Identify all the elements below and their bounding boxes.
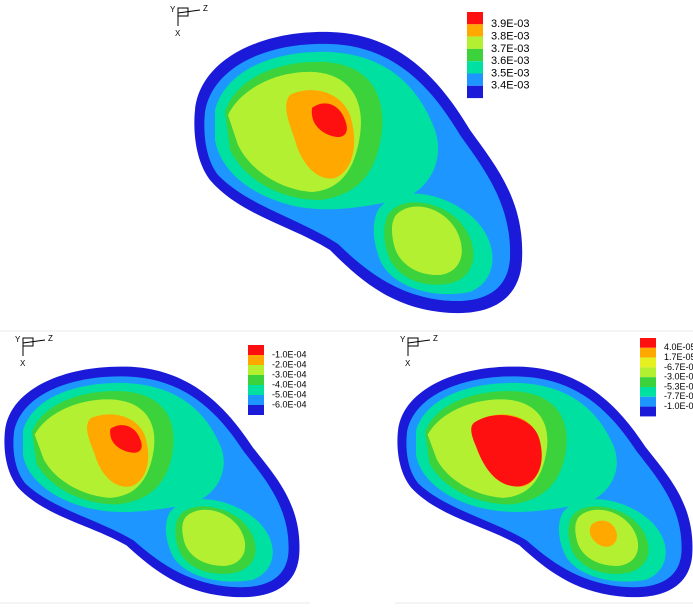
legend-label: -1.0E-04 xyxy=(664,401,693,411)
triad-box xyxy=(177,7,189,17)
axis-label: Y xyxy=(400,335,406,344)
legend-label: -6.0E-04 xyxy=(272,399,307,409)
axis-label: X xyxy=(405,359,411,368)
axis-label: Y xyxy=(15,335,21,344)
legend-label: 3.8E-03 xyxy=(491,31,530,43)
legend-label: 3.7E-03 xyxy=(491,43,530,55)
axis-label: Z xyxy=(48,334,53,343)
legend-swatch xyxy=(640,387,656,397)
legend-label: -3.0E-05 xyxy=(664,372,693,382)
triad-axis xyxy=(407,339,431,344)
legend-swatch xyxy=(640,406,656,417)
legend-swatch xyxy=(467,48,483,62)
legend-label: 3.6E-03 xyxy=(491,55,530,67)
axis-triad: Y Z X xyxy=(170,4,208,38)
legend-swatch xyxy=(248,395,264,405)
legend-swatch xyxy=(467,85,483,99)
legend-label: -3.0E-04 xyxy=(272,369,307,379)
legend-swatch xyxy=(640,367,656,378)
legend-swatch xyxy=(248,345,264,355)
legend-swatch xyxy=(640,377,656,387)
legend-swatch xyxy=(248,375,264,385)
contour-plot xyxy=(397,366,693,598)
legend-label: 3.9E-03 xyxy=(491,18,530,30)
legend: -1.0E-04-2.0E-04-3.0E-04-4.0E-04-5.0E-04… xyxy=(248,345,307,415)
legend-swatch xyxy=(640,357,656,368)
legend-label: -6.7E-06 xyxy=(664,362,693,372)
axis-triad: Y Z X xyxy=(400,334,438,368)
triad-box xyxy=(407,337,419,347)
legend-label: 1.7E-05 xyxy=(664,352,693,362)
triad-axis xyxy=(22,339,46,344)
legend-swatch xyxy=(248,385,264,395)
legend-swatch xyxy=(467,24,483,37)
legend-swatch xyxy=(467,12,483,25)
axis-label: Z xyxy=(433,334,438,343)
axis-label: Y xyxy=(170,5,176,14)
legend-swatch xyxy=(248,365,264,375)
legend-swatch xyxy=(248,405,264,415)
legend-label: 4.0E-05 xyxy=(664,342,693,352)
legend-swatch xyxy=(248,355,264,365)
legend: 3.9E-033.8E-033.7E-033.6E-033.5E-033.4E-… xyxy=(467,12,530,99)
legend-label: 3.4E-03 xyxy=(491,80,530,92)
legend-label: -1.0E-04 xyxy=(272,349,307,359)
legend-label: -4.0E-04 xyxy=(272,379,307,389)
axis-label: X xyxy=(20,359,26,368)
axis-label: Z xyxy=(203,4,208,13)
axis-label: X xyxy=(175,29,181,38)
legend-swatch xyxy=(467,73,483,86)
legend-label: -2.0E-04 xyxy=(272,359,307,369)
legend-swatch xyxy=(640,396,656,407)
legend-label: -5.0E-04 xyxy=(272,389,307,399)
legend: 4.0E-051.7E-05-6.7E-06-3.0E-05-5.3E-05-7… xyxy=(640,338,693,417)
legend-swatch xyxy=(640,347,656,358)
legend-label: -5.3E-05 xyxy=(664,381,693,391)
legend-swatch xyxy=(467,36,483,49)
triad-axis xyxy=(177,9,201,14)
legend-label: 3.5E-03 xyxy=(491,67,530,79)
legend-swatch xyxy=(640,338,656,348)
axis-triad: Y Z X xyxy=(15,334,53,368)
legend-label: -7.7E-05 xyxy=(664,391,693,401)
legend-swatch xyxy=(467,61,483,74)
triad-box xyxy=(22,337,34,347)
